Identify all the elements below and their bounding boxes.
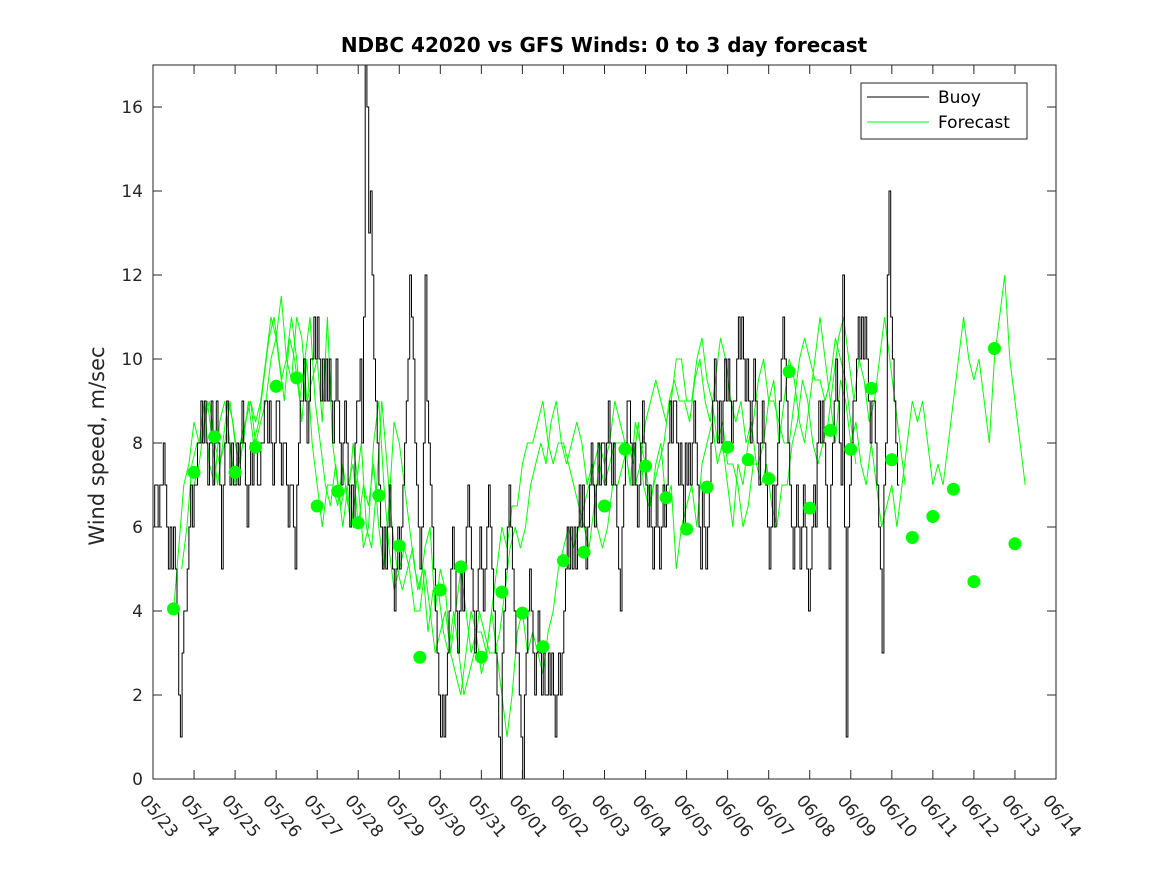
analysis-point <box>659 491 673 505</box>
analysis-point <box>351 516 365 530</box>
analysis-point <box>577 545 591 559</box>
forecast-series-line-3 <box>193 316 857 696</box>
analysis-point <box>803 501 817 515</box>
analysis-point <box>987 342 1001 355</box>
analysis-point <box>433 583 447 597</box>
analysis-point <box>290 371 304 385</box>
legend-box <box>860 82 1028 140</box>
y-tick-label: 6 <box>132 518 143 538</box>
y-tick-label: 4 <box>132 602 143 622</box>
plot-background <box>153 65 1056 779</box>
y-tick-label: 8 <box>132 434 143 454</box>
analysis-point <box>680 522 694 536</box>
analysis-point <box>310 499 324 513</box>
y-tick-label: 2 <box>132 686 143 706</box>
analysis-point <box>905 531 919 544</box>
analysis-point <box>249 440 263 454</box>
analysis-point <box>1008 537 1022 551</box>
analysis-point <box>782 365 796 379</box>
analysis-point <box>454 560 468 574</box>
y-tick-label: 16 <box>121 98 143 118</box>
analysis-point <box>762 472 776 486</box>
analysis-point <box>536 640 550 654</box>
analysis-point <box>372 489 386 502</box>
analysis-point <box>187 465 201 479</box>
y-tick-label: 14 <box>121 182 143 202</box>
y-tick-label: 0 <box>132 770 143 790</box>
plot-area <box>153 65 1056 779</box>
analysis-point <box>495 585 509 599</box>
analysis-point <box>844 442 858 456</box>
analysis-point <box>228 465 242 479</box>
analysis-point <box>167 602 181 616</box>
analysis-point <box>618 442 632 456</box>
analysis-point <box>639 459 653 473</box>
analysis-point <box>556 554 570 568</box>
analysis-point <box>269 379 283 393</box>
legend-buoy-label: Buoy <box>938 88 981 108</box>
legend-forecast-label: Forecast <box>938 113 1010 133</box>
analysis-point <box>885 453 899 467</box>
analysis-point <box>864 381 878 395</box>
analysis-point <box>721 440 735 454</box>
analysis-point <box>741 453 755 467</box>
analysis-point <box>946 482 960 496</box>
analysis-point <box>392 539 406 553</box>
analysis-point <box>515 606 529 620</box>
chart-title: NDBC 42020 vs GFS Winds: 0 to 3 day fore… <box>341 33 868 57</box>
series-layer <box>153 64 1026 780</box>
analysis-point <box>967 575 981 589</box>
legend: Buoy Forecast <box>860 82 1028 140</box>
analysis-point <box>331 484 345 498</box>
analysis-point <box>208 430 222 444</box>
y-axis-label: Wind speed, m/sec <box>85 346 109 545</box>
analysis-point <box>700 480 714 494</box>
analysis-point <box>413 650 427 664</box>
y-tick-label: 10 <box>121 350 143 370</box>
analysis-point <box>926 510 940 523</box>
analysis-point <box>474 650 488 664</box>
analysis-point <box>823 423 837 437</box>
buoy-series-line <box>153 64 900 780</box>
y-tick-label: 12 <box>121 266 143 286</box>
analysis-point <box>598 499 611 513</box>
